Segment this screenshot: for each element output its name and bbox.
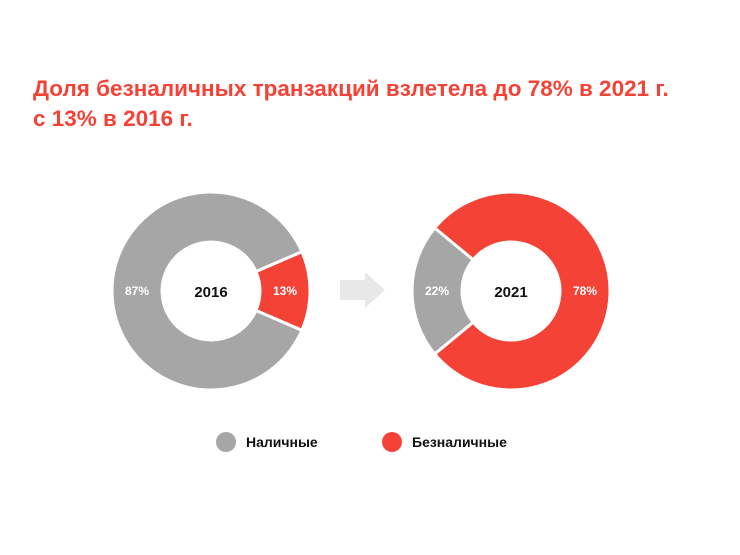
legend-item-cash: Наличные bbox=[216, 432, 318, 452]
data-label: 87% bbox=[125, 284, 149, 298]
title-line-2: с 13% в 2016 г. bbox=[33, 106, 193, 131]
donut-2021-slice-1 bbox=[432, 190, 612, 392]
donut-center-label: 2021 bbox=[494, 284, 527, 301]
data-label: 13% bbox=[273, 284, 297, 298]
donut-2016-slice-0 bbox=[110, 190, 304, 392]
legend-label: Наличные bbox=[246, 434, 318, 450]
data-label: 78% bbox=[573, 284, 597, 298]
legend-swatch-cashless bbox=[382, 432, 402, 452]
legend-label: Безналичные bbox=[412, 434, 507, 450]
chart-title: Доля безналичных транзакций взлетела до … bbox=[33, 74, 669, 134]
title-line-1: Доля безналичных транзакций взлетела до … bbox=[33, 76, 669, 101]
legend-swatch-cash bbox=[216, 432, 236, 452]
arrow-right-icon bbox=[340, 272, 385, 308]
legend-item-cashless: Безналичные bbox=[382, 432, 507, 452]
donut-2021-slice-0 bbox=[410, 225, 476, 357]
data-label: 22% bbox=[425, 284, 449, 298]
donut-center-label: 2016 bbox=[194, 284, 227, 301]
